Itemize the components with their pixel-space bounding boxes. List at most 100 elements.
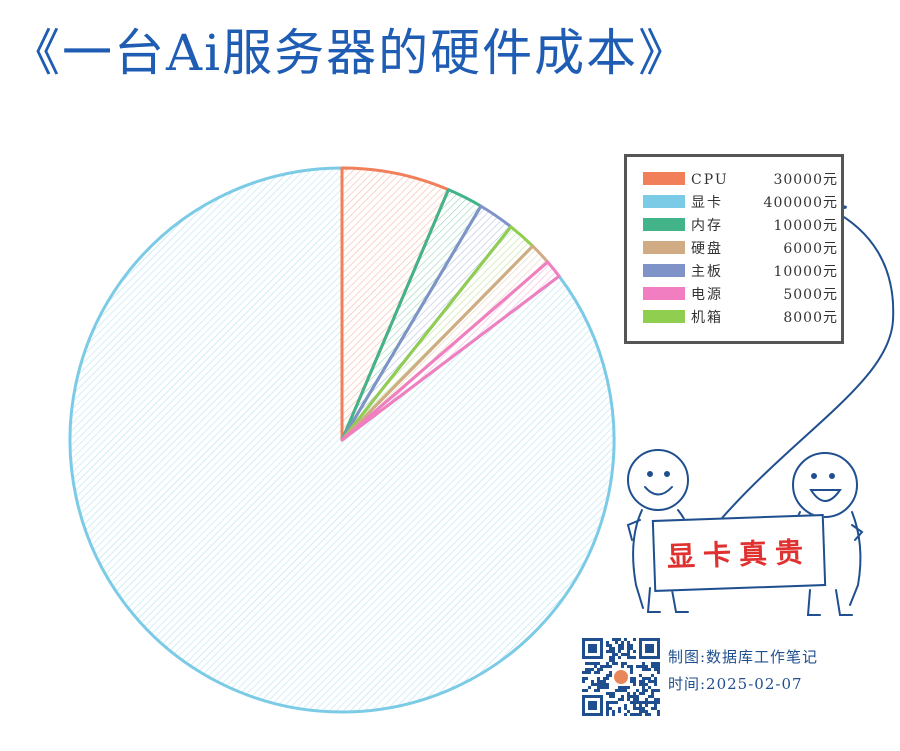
qr-module (630, 713, 633, 716)
qr-module (591, 701, 594, 704)
qr-module (606, 713, 609, 716)
qr-module (591, 650, 594, 653)
qr-module (639, 701, 642, 704)
qr-module (600, 695, 603, 698)
qr-module (648, 713, 651, 716)
qr-module (624, 704, 627, 707)
qr-module (585, 695, 588, 698)
qr-module (627, 710, 630, 713)
qr-module (615, 701, 618, 704)
qr-module (588, 656, 591, 659)
qr-module (651, 644, 654, 647)
qr-module (633, 683, 636, 686)
qr-module (594, 650, 597, 653)
qr-module (606, 683, 609, 686)
qr-module (615, 638, 618, 641)
qr-module (642, 683, 645, 686)
qr-module (654, 707, 657, 710)
qr-module (624, 653, 627, 656)
qr-module (651, 638, 654, 641)
legend-item-memory: 内存 10000元 (643, 215, 838, 237)
qr-module (609, 674, 612, 677)
qr-module (615, 653, 618, 656)
qr-module (591, 656, 594, 659)
qr-module (639, 707, 642, 710)
qr-module (594, 707, 597, 710)
qr-module (618, 707, 621, 710)
qr-module (651, 695, 654, 698)
qr-module (609, 656, 612, 659)
qr-module (654, 683, 657, 686)
qr-module (627, 698, 630, 701)
qr-module (627, 641, 630, 644)
qr-module (654, 698, 657, 701)
qr-module (621, 644, 624, 647)
qr-module (645, 683, 648, 686)
qr-module (588, 671, 591, 674)
qr-module (600, 647, 603, 650)
qr-module (588, 650, 591, 653)
qr-module (606, 674, 609, 677)
qr-module (609, 659, 612, 662)
legend-label: 电源 (691, 287, 723, 303)
qr-module (582, 641, 585, 644)
qr-module (651, 656, 654, 659)
qr-module (612, 653, 615, 656)
qr-module (582, 653, 585, 656)
qr-module (657, 710, 660, 713)
qr-module (642, 686, 645, 689)
qr-module (594, 662, 597, 665)
qr-module (627, 665, 630, 668)
qr-module (585, 713, 588, 716)
qr-module (639, 644, 642, 647)
qr-module (651, 701, 654, 704)
qr-module (618, 656, 621, 659)
qr-module (612, 659, 615, 662)
qr-module (645, 713, 648, 716)
legend-label: 硬盘 (691, 241, 723, 257)
qr-module (657, 656, 660, 659)
qr-module (654, 665, 657, 668)
qr-module (615, 689, 618, 692)
qr-module (639, 692, 642, 695)
qr-module (591, 680, 594, 683)
qr-module (594, 704, 597, 707)
qr-module (609, 692, 612, 695)
qr-module (642, 677, 645, 680)
qr-module (621, 695, 624, 698)
qr-module (594, 689, 597, 692)
qr-module (597, 677, 600, 680)
legend-value: 5000元 (783, 287, 838, 303)
qr-module (585, 677, 588, 680)
qr-module (597, 668, 600, 671)
qr-code (582, 638, 660, 716)
qr-module (627, 695, 630, 698)
qr-module (588, 701, 591, 704)
legend-label: CPU (691, 172, 729, 188)
qr-logo (614, 670, 628, 684)
qr-module (600, 656, 603, 659)
qr-module (651, 692, 654, 695)
qr-module (582, 701, 585, 704)
qr-module (582, 671, 585, 674)
qr-module (600, 710, 603, 713)
qr-module (633, 677, 636, 680)
qr-module (654, 680, 657, 683)
qr-module (654, 701, 657, 704)
qr-module (594, 701, 597, 704)
banner-text: 显卡真贵 (666, 535, 812, 574)
qr-module (657, 638, 660, 641)
qr-module (657, 671, 660, 674)
qr-module (645, 677, 648, 680)
qr-module (630, 695, 633, 698)
qr-module (588, 662, 591, 665)
qr-module (612, 662, 615, 665)
qr-module (651, 707, 654, 710)
qr-module (600, 650, 603, 653)
qr-module (633, 713, 636, 716)
qr-module (651, 674, 654, 677)
qr-module (585, 656, 588, 659)
legend-item-disk: 硬盘 6000元 (643, 238, 838, 260)
qr-module (639, 713, 642, 716)
qr-module (618, 710, 621, 713)
